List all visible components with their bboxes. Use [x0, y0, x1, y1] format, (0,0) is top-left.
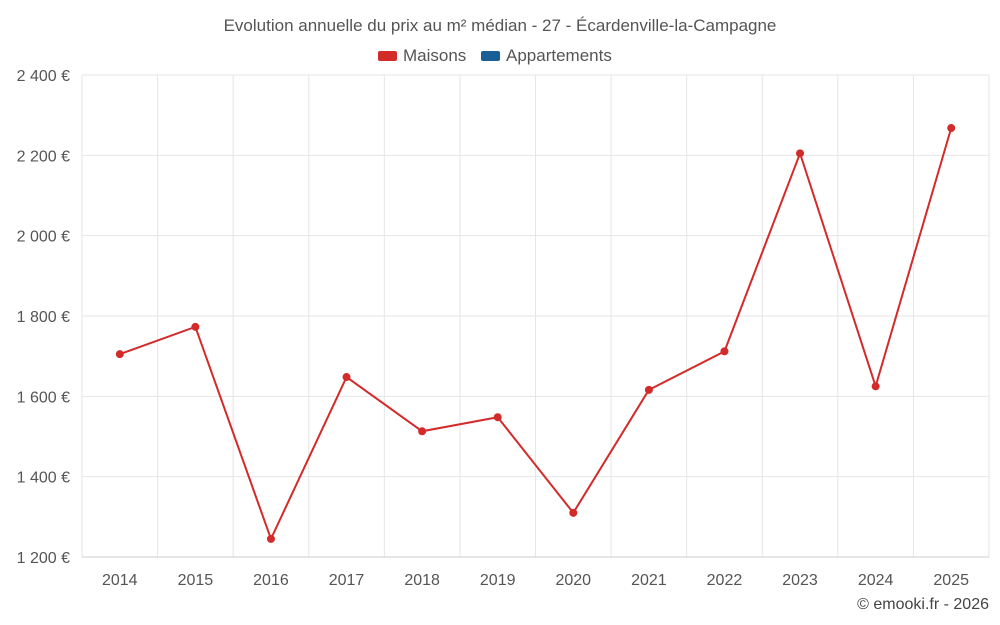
x-tick-label: 2017 [329, 572, 365, 589]
legend: Maisons Appartements [378, 46, 612, 65]
data-point[interactable] [493, 413, 502, 422]
y-tick-label: 1 200 € [17, 550, 70, 567]
y-tick-label: 1 800 € [17, 309, 70, 326]
data-point[interactable] [418, 427, 427, 436]
data-point[interactable] [644, 385, 653, 394]
x-tick-label: 2014 [102, 572, 138, 589]
legend-item-maisons[interactable]: Maisons [378, 46, 466, 65]
legend-item-appartements[interactable]: Appartements [481, 46, 612, 65]
data-point[interactable] [191, 322, 200, 331]
data-point[interactable] [266, 534, 275, 543]
y-tick-label: 1 400 € [17, 470, 70, 487]
y-tick-label: 2 000 € [17, 229, 70, 246]
y-tick-label: 2 200 € [17, 148, 70, 165]
y-tick-label: 1 600 € [17, 389, 70, 406]
series-maisons [115, 124, 956, 543]
data-point[interactable] [796, 149, 805, 158]
data-point[interactable] [871, 382, 880, 391]
x-tick-label: 2024 [858, 572, 894, 589]
x-tick-label: 2022 [707, 572, 743, 589]
x-tick-label: 2016 [253, 572, 289, 589]
x-tick-label: 2015 [178, 572, 214, 589]
data-point[interactable] [342, 373, 351, 382]
y-tick-label: 2 400 € [17, 68, 70, 85]
series-line-maisons [119, 127, 953, 542]
data-point[interactable] [569, 508, 578, 517]
x-tick-label: 2020 [555, 572, 591, 589]
credit-text: © emooki.fr - 2026 [857, 596, 989, 613]
legend-swatch-maisons [378, 51, 397, 61]
x-tick-label: 2021 [631, 572, 667, 589]
gridlines [81, 74, 990, 557]
x-tick-label: 2023 [782, 572, 818, 589]
legend-swatch-appartements [481, 51, 500, 61]
chart-title: Evolution annuelle du prix au m² médian … [224, 16, 777, 35]
x-tick-label: 2025 [933, 572, 969, 589]
y-axis-labels: 1 200 € 1 400 € 1 600 € 1 800 € 2 000 € 2 200… [17, 68, 70, 567]
legend-label-appartements: Appartements [506, 46, 612, 65]
data-point[interactable] [947, 124, 956, 133]
x-axis-labels: 2014 2015 2016 2017 2018 2019 2020 2021 2022 2023… [102, 572, 969, 589]
x-tick-label: 2019 [480, 572, 516, 589]
data-point[interactable] [115, 350, 124, 359]
data-point[interactable] [720, 347, 729, 356]
x-tick-label: 2018 [404, 572, 440, 589]
legend-label-maisons: Maisons [403, 46, 466, 65]
